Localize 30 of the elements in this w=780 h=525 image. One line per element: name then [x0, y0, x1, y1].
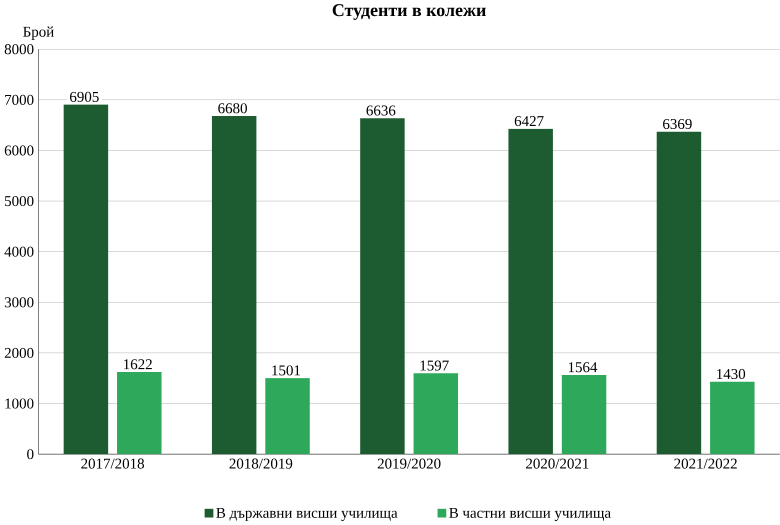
data-label: 1430: [717, 369, 746, 380]
y-tick-label: 4000: [4, 246, 34, 257]
y-tick-label: 8000: [4, 44, 34, 54]
data-label: 1622: [124, 359, 152, 370]
bar: [64, 104, 108, 454]
x-tick-label: 2017/2018: [81, 458, 144, 469]
y-tick-label: 3000: [4, 297, 34, 308]
y-tick-label: 5000: [5, 196, 34, 206]
y-tick-label: 6000: [4, 146, 34, 156]
data-label: 1564: [568, 362, 598, 372]
data-label: 6369: [663, 119, 692, 130]
data-label: 6680: [218, 103, 247, 114]
data-label: 1501: [272, 366, 300, 376]
y-tick-label: 7000: [5, 94, 34, 106]
y-axis-title: Брой: [23, 26, 54, 40]
bar: [508, 129, 553, 454]
legend-label: В държавни висши училища: [216, 508, 398, 522]
x-tick-label: 2020/2021: [526, 458, 588, 469]
data-label: 6636: [366, 106, 396, 116]
y-tick-label: 1000: [5, 398, 34, 409]
y-tick-label: 0: [27, 449, 34, 460]
x-tick-label: 2018/2019: [230, 458, 292, 469]
data-label: 6427: [514, 116, 544, 126]
legend-label: В частни висши училища: [449, 508, 611, 522]
data-label: 1597: [420, 360, 449, 371]
x-tick-label: 2021/2022: [674, 458, 737, 469]
x-tick-label: 2019/2020: [378, 458, 441, 469]
data-label: 6905: [70, 92, 99, 102]
chart-title: Студенти в колежи: [332, 4, 486, 20]
y-tick-label: 2000: [4, 348, 34, 358]
